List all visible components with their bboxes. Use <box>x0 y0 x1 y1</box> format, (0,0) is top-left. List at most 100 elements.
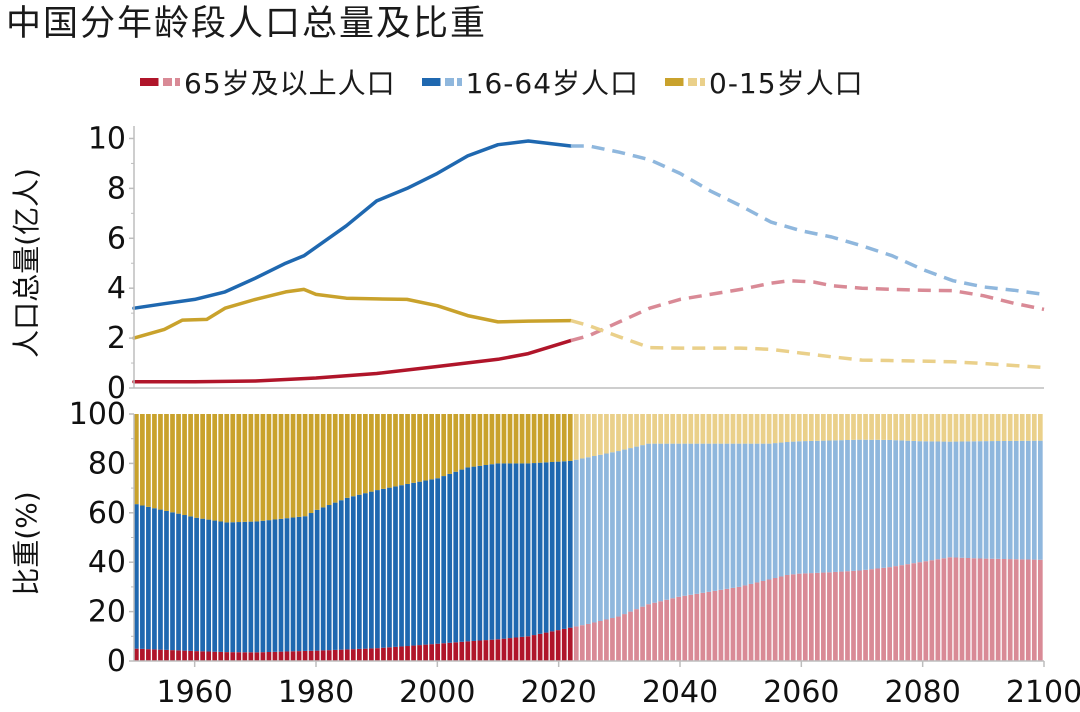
bar-young-2089 <box>971 414 977 442</box>
bar-young-2100 <box>1037 414 1043 441</box>
bar-young-1993 <box>393 414 398 487</box>
bar-working-1989 <box>369 491 374 649</box>
x-tick-label-2000: 2000 <box>399 675 475 710</box>
bar-old-1971 <box>260 652 266 661</box>
bar-working-1979 <box>308 513 314 651</box>
bar-old-1984 <box>338 649 344 661</box>
bar-young-2075 <box>887 414 893 440</box>
y-tick-label-bottom-20: 20 <box>88 595 126 630</box>
bar-young-2048 <box>724 414 730 444</box>
bar-young-2024 <box>579 414 585 459</box>
bar-working-2002 <box>447 473 453 643</box>
bar-old-2095 <box>1007 559 1013 661</box>
bar-old-1974 <box>278 651 284 661</box>
bar-young-2031 <box>622 414 627 450</box>
bar-working-1994 <box>399 485 404 647</box>
bar-working-2093 <box>995 441 1001 559</box>
bar-working-2034 <box>640 445 645 607</box>
bar-working-1971 <box>260 520 266 653</box>
bar-old-1980 <box>314 650 320 661</box>
bar-working-2009 <box>489 464 495 640</box>
bar-young-1985 <box>344 414 350 498</box>
y-tick-label-bottom-60: 60 <box>88 496 126 531</box>
bar-young-1968 <box>242 414 248 522</box>
bar-working-2004 <box>459 469 465 642</box>
bar-young-2067 <box>839 414 844 441</box>
bar-working-2094 <box>1001 440 1007 559</box>
bar-working-1988 <box>363 493 368 649</box>
bar-working-2041 <box>682 443 688 596</box>
bar-working-2006 <box>471 466 477 641</box>
bar-young-1958 <box>182 414 187 516</box>
bar-old-2091 <box>983 558 989 661</box>
bar-old-2057 <box>778 576 784 661</box>
bar-working-1962 <box>206 519 212 652</box>
bar-working-2043 <box>694 443 700 594</box>
bar-young-2092 <box>989 414 995 442</box>
bar-working-2068 <box>845 440 850 572</box>
bar-old-2088 <box>965 558 971 661</box>
bar-old-1989 <box>369 648 374 661</box>
bar-working-2095 <box>1007 440 1013 560</box>
bar-young-1980 <box>314 414 320 510</box>
bar-working-1985 <box>344 497 350 650</box>
bar-young-2042 <box>688 414 694 444</box>
bar-old-2061 <box>802 573 808 661</box>
bar-working-1959 <box>188 516 193 651</box>
bar-working-2010 <box>495 463 501 640</box>
bar-working-2015 <box>525 463 531 637</box>
bar-young-1965 <box>224 414 230 523</box>
bar-young-2026 <box>592 414 597 456</box>
bar-old-1959 <box>188 650 193 661</box>
bar-young-1963 <box>212 414 218 521</box>
bar-old-2090 <box>977 558 983 661</box>
bar-working-2020 <box>555 461 561 631</box>
bar-working-2055 <box>766 443 772 580</box>
bar-working-1957 <box>176 513 181 651</box>
bar-old-2055 <box>766 579 772 661</box>
bar-old-2033 <box>634 609 639 661</box>
bar-old-1994 <box>399 646 404 661</box>
bar-young-2061 <box>802 414 808 442</box>
bar-working-1992 <box>387 487 392 648</box>
bar-young-2077 <box>899 414 905 441</box>
bar-young-2050 <box>736 414 742 444</box>
bar-old-2039 <box>670 598 676 661</box>
bar-young-1964 <box>218 414 224 522</box>
bar-young-1969 <box>248 414 254 522</box>
bar-old-2089 <box>971 558 977 661</box>
bar-working-2038 <box>664 443 670 600</box>
bar-young-2062 <box>808 414 814 441</box>
bar-old-2022 <box>567 627 573 661</box>
bar-working-1961 <box>200 518 205 652</box>
bar-young-2005 <box>465 414 471 468</box>
bar-old-1955 <box>164 649 169 661</box>
bar-working-2048 <box>724 443 730 589</box>
bar-young-2041 <box>682 414 688 444</box>
bar-young-2096 <box>1013 414 1019 441</box>
bar-old-2059 <box>790 574 796 661</box>
bar-working-2053 <box>754 443 760 583</box>
y-tick-label-bottom-80: 80 <box>88 446 126 481</box>
bar-old-2051 <box>742 585 748 661</box>
bar-old-2007 <box>477 640 483 661</box>
bar-old-2077 <box>899 565 905 661</box>
legend-swatch-young <box>665 78 706 86</box>
bar-young-1970 <box>254 414 260 522</box>
bar-working-1956 <box>170 512 175 651</box>
bar-working-2078 <box>905 440 911 565</box>
bar-working-2062 <box>808 440 814 574</box>
bar-young-1978 <box>302 414 308 517</box>
bar-old-2040 <box>676 596 682 661</box>
bar-young-2066 <box>833 414 838 441</box>
bar-young-2081 <box>923 414 929 442</box>
bar-old-1960 <box>194 651 199 661</box>
bar-young-2064 <box>821 414 826 441</box>
bar-working-2044 <box>700 443 706 593</box>
bar-old-2028 <box>604 619 609 661</box>
bar-working-2047 <box>718 443 724 590</box>
bar-old-2097 <box>1019 559 1025 661</box>
bar-old-1970 <box>254 652 260 661</box>
